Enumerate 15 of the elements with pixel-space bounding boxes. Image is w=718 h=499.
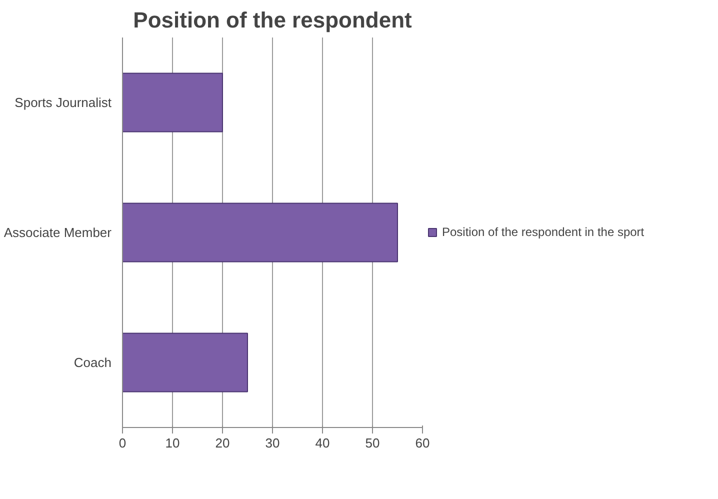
x-tick-label: 20 <box>215 436 230 450</box>
chart-title: Position of the respondent <box>133 8 413 32</box>
y-tick-label: Coach <box>74 355 112 370</box>
bar <box>122 202 398 262</box>
x-tick-label: 10 <box>165 436 180 450</box>
y-tick-label: Sports Journalist <box>14 95 112 110</box>
x-tick-label: 40 <box>315 436 330 450</box>
bar <box>122 332 248 392</box>
bar <box>122 72 223 132</box>
y-tick-label: Associate Member <box>4 225 112 240</box>
x-tick-label: 60 <box>415 436 430 450</box>
x-tick-label: 50 <box>365 436 380 450</box>
legend-label: Position of the respondent in the sport <box>442 225 644 239</box>
x-tick-label: 0 <box>118 436 126 450</box>
x-tick-label: 30 <box>265 436 280 450</box>
